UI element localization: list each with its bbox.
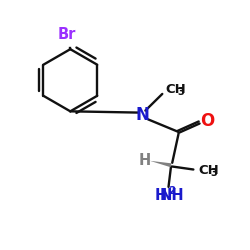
Text: CH: CH [165, 84, 186, 96]
Text: 3: 3 [178, 87, 184, 97]
Text: 2: 2 [168, 186, 176, 196]
Text: H: H [155, 188, 167, 203]
Text: N: N [136, 106, 149, 124]
Text: O: O [200, 112, 214, 130]
Text: CH: CH [198, 164, 219, 177]
Polygon shape [150, 161, 172, 167]
Text: Br: Br [58, 27, 76, 42]
Text: NH: NH [160, 188, 184, 203]
Text: H: H [138, 153, 150, 168]
Text: 3: 3 [210, 168, 217, 178]
